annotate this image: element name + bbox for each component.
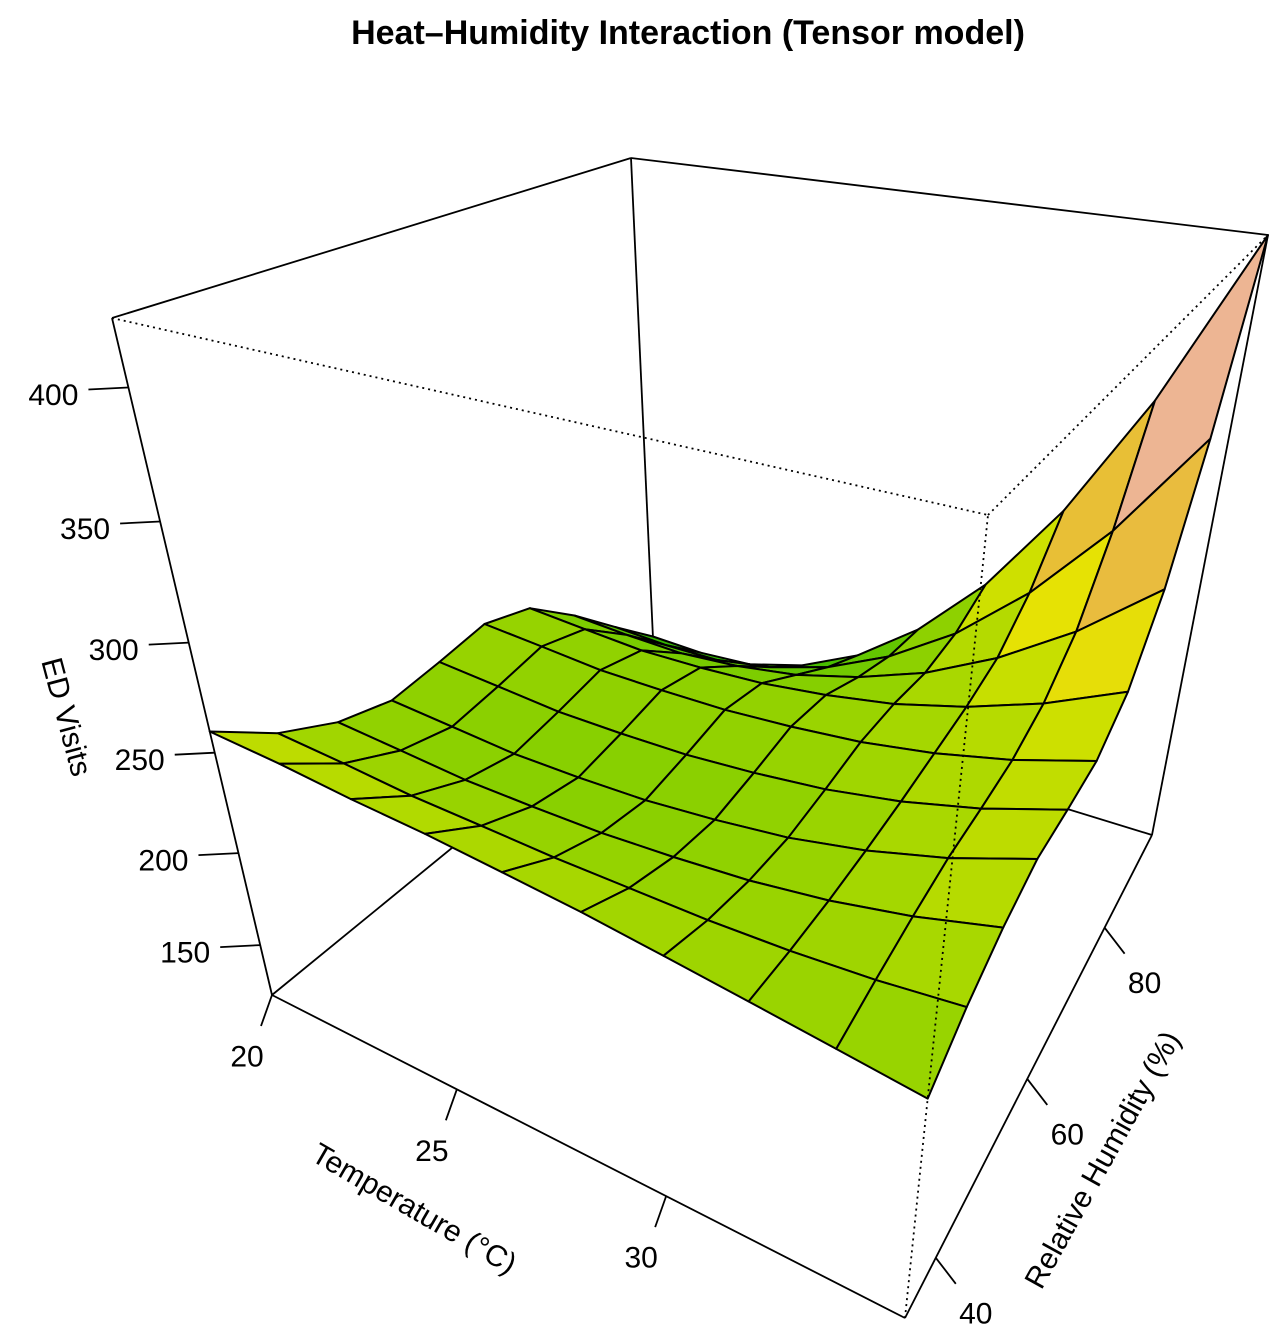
z-tick-mark: [220, 944, 261, 948]
z-tick-label: 150: [160, 937, 210, 970]
y-tick-mark: [1103, 927, 1126, 955]
chart-title: Heat–Humidity Interaction (Tensor model): [351, 14, 1025, 52]
box-edge-right-vertical: [1151, 234, 1269, 836]
box-edge-left-vertical: [111, 317, 273, 996]
z-tick-label: 300: [89, 634, 139, 667]
z-tick-mark: [120, 520, 161, 525]
box-front-edges: [111, 234, 1269, 1319]
x-tick-mark: [445, 1089, 458, 1121]
x-tick-label: 25: [415, 1135, 448, 1168]
x-tick-mark: [260, 994, 273, 1027]
z-tick-label: 400: [28, 379, 78, 412]
z-tick-label: 250: [115, 744, 165, 777]
z-tick-mark: [198, 852, 239, 857]
x-tick-label: 30: [624, 1242, 657, 1275]
x-tick-mark: [654, 1195, 667, 1228]
box-edge-right-bottom: [904, 834, 1153, 1319]
z-tick-label: 200: [138, 845, 188, 878]
box-edge-left-top: [111, 157, 632, 319]
y-tick-label: 40: [959, 1297, 992, 1330]
x-tick-label: 20: [230, 1041, 263, 1074]
axis-ticks: 150 200 250 300 350 400 20 25 30 40 60 80: [28, 379, 1161, 1330]
y-tick-label: 80: [1128, 967, 1161, 1000]
z-axis-label: ED Visits: [34, 654, 97, 780]
z-tick-mark: [88, 386, 129, 391]
surface-facet: [835, 978, 968, 1100]
x-axis-label: Temperature (°C): [306, 1137, 522, 1281]
box-edge-front-bottom: [271, 994, 906, 1319]
y-tick-label: 60: [1051, 1118, 1084, 1151]
z-tick-label: 350: [60, 513, 110, 546]
z-tick-mark: [174, 751, 215, 756]
box-edge-front-vertical: [904, 514, 989, 1319]
box-edge-front-top: [111, 317, 989, 516]
box-edge-back-top: [630, 157, 1269, 236]
box-edge-back-vertical: [630, 157, 656, 683]
y-tick-mark: [935, 1257, 957, 1285]
z-tick-mark: [148, 641, 189, 646]
surface: [208, 234, 1269, 1100]
y-axis-label: Relative Humidity (%): [1019, 1026, 1188, 1294]
y-tick-mark: [1026, 1078, 1048, 1106]
